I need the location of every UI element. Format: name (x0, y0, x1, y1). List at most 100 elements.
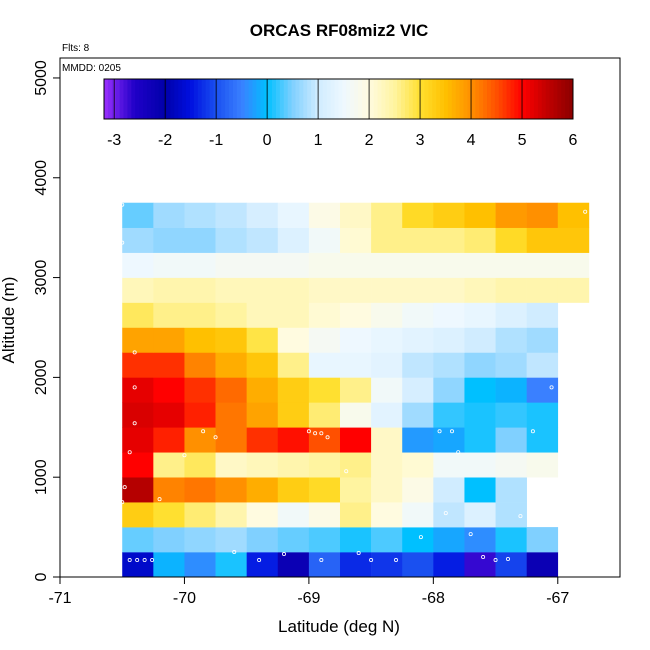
observation-marker (127, 450, 132, 455)
colorbar-swatch (545, 79, 551, 119)
heatmap-cell (433, 202, 465, 228)
heatmap-cell (184, 552, 216, 578)
observation-marker (313, 431, 318, 436)
heatmap-cell (215, 502, 247, 528)
y-tick-label: 1000 (33, 459, 50, 495)
colorbar-swatch (358, 79, 363, 119)
heatmap-cell (122, 477, 154, 503)
colorbar-swatch (432, 79, 437, 119)
observation-marker (344, 469, 349, 474)
y-tick-label: 4000 (33, 160, 50, 196)
colorbar-tick-label: 0 (263, 132, 272, 149)
colorbar-swatch (299, 79, 304, 119)
colorbar-swatch (135, 79, 140, 119)
heatmap-cell (495, 427, 527, 453)
heatmap-cell (308, 377, 341, 403)
observation-marker (120, 202, 125, 207)
chart-title: ORCAS RF08miz2 VIC (250, 21, 429, 40)
colorbar-swatch (361, 79, 367, 119)
heatmap-cell (277, 277, 310, 303)
x-tick-label: -70 (173, 590, 196, 607)
colorbar-swatch (248, 79, 254, 119)
colorbar-swatch (197, 79, 203, 119)
heatmap-cell (246, 477, 279, 503)
heatmap-cell (464, 502, 496, 528)
heatmap-cell (215, 527, 247, 553)
colorbar-tick-label: 5 (518, 132, 527, 149)
heatmap-cell (246, 277, 279, 303)
heatmap-cell (464, 202, 496, 228)
colorbar-swatch (404, 79, 410, 119)
observation-marker (393, 558, 398, 563)
colorbar-swatch (444, 79, 449, 119)
heatmap-cell (371, 502, 403, 528)
flights-annotation: Flts: 8 (62, 43, 90, 54)
heatmap-cell (153, 352, 185, 378)
colorbar-swatch (182, 79, 187, 119)
colorbar-swatch (342, 79, 347, 119)
heatmap-cell (246, 427, 279, 453)
colorbar-swatch (174, 79, 179, 119)
heatmap-cell (153, 502, 185, 528)
colorbar-swatch (354, 79, 359, 119)
heatmap-cell (340, 427, 372, 453)
heatmap-cell (557, 202, 590, 228)
heatmap-cell (464, 527, 496, 553)
observation-marker (257, 558, 262, 563)
heatmap-cell (277, 227, 310, 253)
observation-marker (325, 435, 330, 440)
colorbar-swatch (158, 79, 164, 119)
heatmap-cell (433, 227, 465, 253)
heatmap-cell (402, 227, 434, 253)
heatmap-cell (402, 277, 434, 303)
heatmap-cell (402, 452, 434, 478)
heatmap-cell (495, 352, 527, 378)
heatmap-cell (495, 227, 527, 253)
heatmap-cell (246, 302, 279, 328)
colorbar-swatch (272, 79, 277, 119)
heatmap-cell (277, 502, 310, 528)
colorbar-swatch (537, 79, 543, 119)
heatmap-cell (153, 377, 185, 403)
x-tick-label: -71 (48, 590, 71, 607)
heatmap-cell (464, 452, 496, 478)
heatmap-cell (402, 352, 434, 378)
heatmap-cell (277, 477, 310, 503)
heatmap-cell (371, 252, 403, 278)
observation-marker (232, 550, 237, 555)
heatmap-cell (495, 377, 527, 403)
y-tick-label: 2000 (33, 359, 50, 395)
heatmap-cell (526, 552, 559, 578)
heatmap-cell (371, 527, 403, 553)
colorbar-swatch (244, 79, 250, 119)
heatmap-cell (308, 202, 341, 228)
heatmap-cell (464, 377, 496, 403)
heatmap-cell (495, 527, 527, 553)
heatmap-cell (526, 427, 559, 453)
colorbar-swatch (463, 79, 468, 119)
observation-markers (120, 202, 588, 563)
observation-marker (583, 209, 588, 214)
colorbar-swatch (408, 79, 414, 119)
observation-marker (437, 429, 442, 434)
colorbar-swatch (455, 79, 461, 119)
heatmap-cell (308, 552, 341, 578)
heatmap-cell (526, 227, 559, 253)
colorbar-swatch (365, 79, 371, 119)
colorbar-swatch (146, 79, 152, 119)
observation-marker (122, 485, 127, 490)
colorbar-swatch (451, 79, 457, 119)
colorbar-swatch (217, 79, 222, 119)
heatmap-cell (433, 427, 465, 453)
colorbar-swatch (193, 79, 199, 119)
colorbar-swatch (440, 79, 445, 119)
heatmap-cell (122, 502, 154, 528)
heatmap-cell (340, 502, 372, 528)
heatmap-cell (340, 302, 372, 328)
heatmap-cell (371, 402, 403, 428)
heatmap-cell (495, 252, 527, 278)
colorbar-swatch (533, 79, 539, 119)
colorbar-tick-label: 4 (467, 132, 476, 149)
heatmap-cell (371, 277, 403, 303)
observation-marker (443, 511, 448, 516)
